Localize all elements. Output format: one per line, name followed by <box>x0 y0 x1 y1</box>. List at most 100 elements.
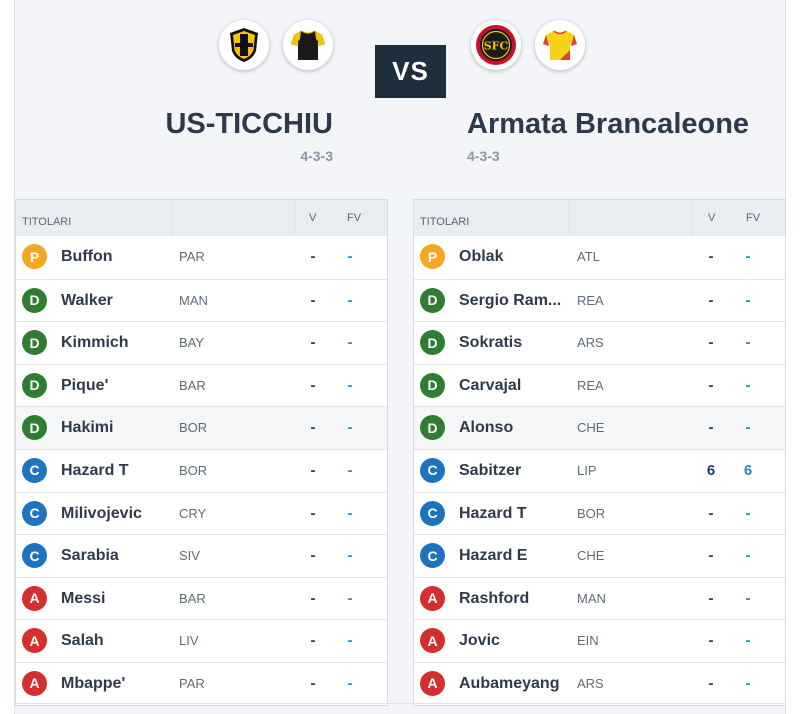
player-name[interactable]: Salah <box>61 632 104 650</box>
player-name[interactable]: Hazard T <box>459 504 527 522</box>
player-vote: - <box>708 248 714 265</box>
player-name[interactable]: Hazard E <box>459 547 528 565</box>
player-name[interactable]: Sergio Ram... <box>459 291 562 309</box>
away-jersey[interactable] <box>535 20 585 70</box>
player-name[interactable]: Oblak <box>459 248 504 265</box>
player-name[interactable]: Milivojevic <box>61 504 142 522</box>
home-player-list: P Buffon PAR - - D Walker MAN - - D Kimmich BAY - - D Pi… <box>16 236 387 705</box>
player-name[interactable]: Hazard T <box>61 461 129 479</box>
player-club: REA <box>577 377 604 393</box>
fantavote-header: FV <box>347 212 362 224</box>
shield-yellow-black-icon <box>230 28 258 62</box>
player-row[interactable]: C Sarabia SIV - - <box>16 534 387 577</box>
player-fantavote: - <box>745 376 751 394</box>
role-badge: A <box>22 670 47 696</box>
header-divider <box>171 200 172 236</box>
player-row[interactable]: P Buffon PAR - - <box>16 236 387 279</box>
player-club: REA <box>577 292 604 308</box>
player-fantavote: - <box>745 334 751 352</box>
fantavote-header: FV <box>746 212 761 224</box>
player-row[interactable]: C Milivojevic CRY - - <box>16 491 387 535</box>
player-vote: - <box>310 419 316 437</box>
player-fantavote: - <box>745 504 751 522</box>
player-fantavote: - <box>745 291 751 309</box>
player-vote: - <box>310 632 316 650</box>
player-row[interactable]: C Hazard E CHE - - <box>414 534 785 577</box>
player-row[interactable]: C Hazard T BOR - - <box>16 448 387 492</box>
player-row[interactable]: D Walker MAN - - <box>16 278 387 322</box>
player-row[interactable]: C Sabitzer LIP 6 6 <box>414 448 785 492</box>
player-name[interactable]: Rashford <box>459 589 530 607</box>
player-vote: - <box>310 674 316 692</box>
away-player-list: P Oblak ATL - - D Sergio Ram... REA - - D Sokratis A… <box>414 236 785 705</box>
player-name[interactable]: Aubameyang <box>459 674 560 692</box>
home-team-name[interactable]: US-TICCHIU <box>165 108 333 140</box>
player-vote: - <box>708 674 714 692</box>
player-name[interactable]: Kimmich <box>61 334 129 352</box>
player-name[interactable]: Messi <box>61 589 106 607</box>
player-fantavote: - <box>745 632 751 650</box>
role-badge: D <box>420 415 445 441</box>
player-fantavote: - <box>745 674 751 692</box>
player-row[interactable]: C Hazard T BOR - - <box>414 491 785 535</box>
player-name[interactable]: Carvajal <box>459 376 522 394</box>
player-name[interactable]: Alonso <box>459 419 514 437</box>
player-club: BOR <box>179 462 208 478</box>
player-club: CHE <box>577 548 605 564</box>
versus-label: VS <box>375 45 446 98</box>
player-vote: - <box>310 547 316 565</box>
player-row[interactable]: D Hakimi BOR - - <box>16 406 387 449</box>
away-team-name[interactable]: Armata Brancaleone <box>467 108 750 140</box>
away-crest[interactable]: SFC <box>471 20 521 70</box>
player-club: ARS <box>577 335 604 351</box>
role-badge: C <box>420 543 445 569</box>
player-row[interactable]: A Mbappe' PAR - - <box>16 661 387 705</box>
player-row[interactable]: A Jovic EIN - - <box>414 619 785 662</box>
player-club: BOR <box>577 505 606 521</box>
player-row[interactable]: A Aubameyang ARS - - <box>414 661 785 705</box>
role-badge: D <box>420 287 445 313</box>
player-name[interactable]: Pique' <box>61 376 109 394</box>
player-name[interactable]: Sokratis <box>459 334 523 352</box>
player-row[interactable]: D Kimmich BAY - - <box>16 321 387 364</box>
player-row[interactable]: D Sergio Ram... REA - - <box>414 278 785 322</box>
player-name[interactable]: Sabitzer <box>459 461 522 479</box>
player-row[interactable]: D Alonso CHE - - <box>414 406 785 449</box>
player-row[interactable]: A Messi BAR - - <box>16 576 387 620</box>
starters-header: TITOLARI <box>22 216 72 228</box>
player-name[interactable]: Walker <box>61 291 113 309</box>
player-row[interactable]: A Rashford MAN - - <box>414 576 785 620</box>
player-vote: - <box>708 632 714 650</box>
player-name[interactable]: Buffon <box>61 248 113 265</box>
player-name[interactable]: Jovic <box>459 632 500 650</box>
away-formation: 4-3-3 <box>467 148 500 164</box>
role-badge: C <box>420 500 445 526</box>
player-row[interactable]: D Sokratis ARS - - <box>414 321 785 364</box>
player-fantavote: - <box>347 334 353 352</box>
player-club: PAR <box>179 249 205 264</box>
role-badge: D <box>22 372 47 398</box>
player-row[interactable]: P Oblak ATL - - <box>414 236 785 279</box>
home-crest[interactable] <box>219 20 269 70</box>
panel-bottom-border <box>14 703 786 704</box>
role-badge: D <box>22 415 47 441</box>
role-badge: A <box>22 585 47 611</box>
role-badge: A <box>420 670 445 696</box>
player-name[interactable]: Hakimi <box>61 419 114 437</box>
player-name[interactable]: Mbappe' <box>61 674 126 692</box>
role-badge: C <box>22 543 47 569</box>
player-club: ARS <box>577 675 604 691</box>
sfc-crest-icon: SFC <box>476 25 516 65</box>
player-fantavote: - <box>347 461 353 479</box>
player-fantavote: 6 <box>743 461 753 479</box>
player-club: CHE <box>577 420 605 436</box>
vote-header: V <box>309 212 317 224</box>
player-row[interactable]: D Pique' BAR - - <box>16 363 387 407</box>
home-jersey[interactable] <box>283 20 333 70</box>
player-club: BAR <box>179 590 206 606</box>
player-row[interactable]: D Carvajal REA - - <box>414 363 785 407</box>
player-name[interactable]: Sarabia <box>61 547 119 565</box>
away-starters-table: TITOLARI V FV P Oblak ATL - - D Sergio Ram... R… <box>413 199 786 706</box>
player-row[interactable]: A Salah LIV - - <box>16 619 387 662</box>
role-badge: A <box>420 628 445 654</box>
